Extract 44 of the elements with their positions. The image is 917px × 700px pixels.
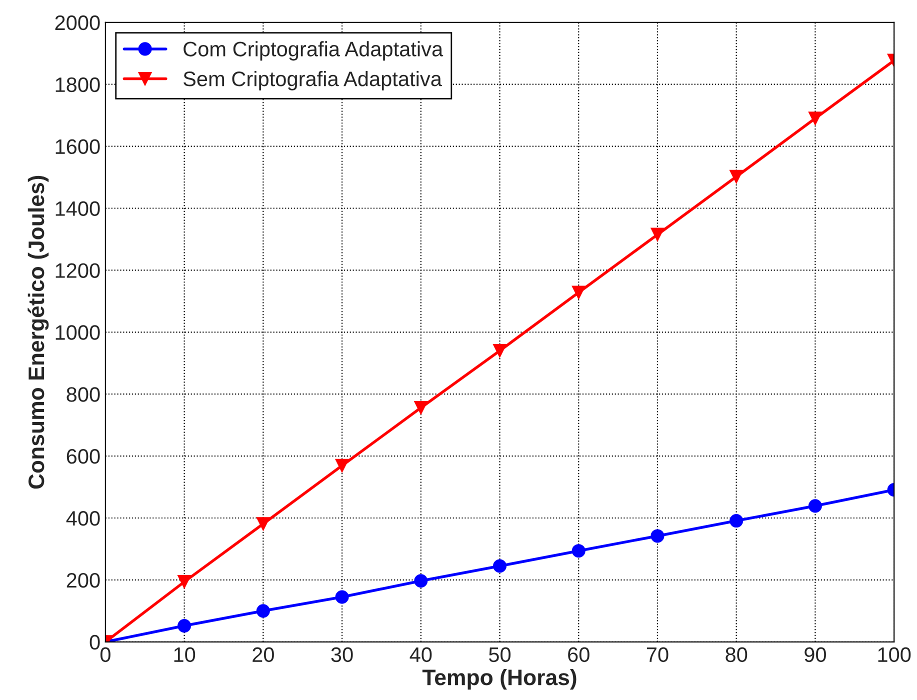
x-tick-label: 20 bbox=[252, 647, 274, 662]
y-tick-label: 2000 bbox=[55, 15, 100, 30]
x-tick-label: 40 bbox=[410, 647, 432, 662]
y-tick-label: 800 bbox=[66, 387, 100, 402]
point bbox=[572, 544, 586, 558]
point bbox=[256, 604, 270, 618]
point bbox=[650, 228, 664, 242]
point bbox=[492, 559, 507, 573]
point bbox=[256, 517, 270, 531]
x-tick-label: 60 bbox=[568, 647, 590, 662]
x-tick-label: 50 bbox=[489, 647, 511, 662]
y-tick-label: 1600 bbox=[56, 139, 100, 154]
x-tick-label: 70 bbox=[646, 647, 668, 662]
x-tick-label: 100 bbox=[878, 647, 911, 662]
x-tick-label: 0 bbox=[100, 647, 110, 662]
x-tick-label: 90 bbox=[804, 647, 826, 662]
point bbox=[492, 344, 507, 358]
point bbox=[414, 574, 428, 588]
point bbox=[730, 514, 744, 528]
y-tick-label: 1800 bbox=[56, 77, 100, 92]
y-tick-label: 1000 bbox=[56, 325, 100, 340]
legend-label: Sem Criptografia Adaptativa bbox=[183, 70, 442, 90]
y-tick-label: 0 bbox=[90, 634, 100, 650]
point bbox=[808, 499, 822, 513]
point bbox=[572, 286, 586, 300]
point bbox=[730, 170, 744, 184]
x-axis-title: Tempo (Horas) bbox=[422, 668, 576, 690]
legend-label: Com Criptografia Adaptativa bbox=[184, 41, 444, 61]
y-tick-label: 600 bbox=[66, 449, 100, 464]
x-tick-label: 10 bbox=[174, 647, 196, 662]
point bbox=[335, 458, 349, 472]
y-axis-title: Consumo Energético (Joules) bbox=[28, 176, 49, 489]
x-tick-label: 80 bbox=[726, 647, 748, 662]
y-tick-label: 1400 bbox=[56, 201, 100, 216]
point bbox=[808, 112, 822, 126]
point bbox=[414, 400, 428, 414]
point bbox=[178, 619, 192, 633]
x-tick-label: 30 bbox=[331, 647, 353, 662]
point bbox=[335, 590, 349, 604]
y-tick-label: 200 bbox=[66, 572, 100, 588]
y-tick-label: 400 bbox=[66, 511, 100, 526]
y-tick-label: 1200 bbox=[56, 263, 100, 278]
point bbox=[178, 575, 192, 589]
point bbox=[650, 529, 664, 543]
